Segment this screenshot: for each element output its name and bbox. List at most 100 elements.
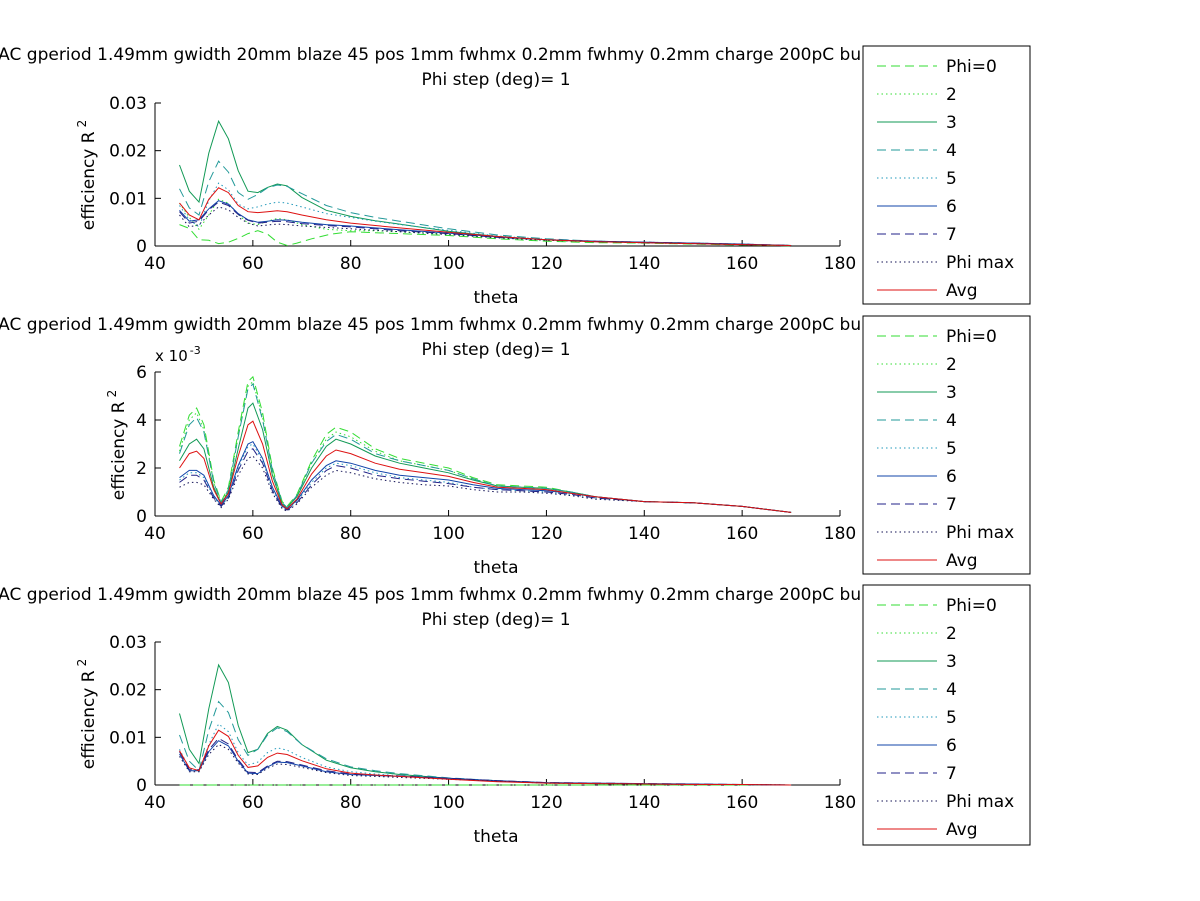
subplot-3-axes: 40 60 80 100 120 140 160 180 0 0.01 0.02 0.03: [109, 633, 856, 813]
legend-label: 4: [946, 141, 957, 161]
x-tick-label: 60: [242, 793, 264, 813]
y-tick-label: 0.01: [109, 728, 147, 748]
series-line-5: [179, 443, 792, 513]
subplot-3-title: LAC gperiod 1.49mm gwidth 20mm blaze 45 …: [0, 585, 1004, 605]
y-tick-label: 0: [136, 237, 147, 257]
x-tick-label: 140: [628, 254, 660, 274]
x-tick-label: 100: [432, 524, 464, 544]
subplot-2-multiplier-base: x 10: [155, 347, 188, 365]
subplot-2-legend-box: [862, 315, 1031, 575]
legend-label: Phi=0: [946, 57, 997, 77]
legend-label: 4: [946, 680, 957, 700]
subplot-1-axes: 40 60 80 100 120 140 160 180 0 0.01 0.02 0.03: [109, 94, 856, 274]
x-tick-label: 40: [144, 524, 166, 544]
subplot-2-xlabel: theta: [474, 558, 519, 578]
subplot-2-axes: 40 60 80 100 120 140 160 180 0 2 4 6: [136, 363, 856, 544]
subplot-3-ylabel: efficiency R 2: [75, 659, 99, 769]
y-tick-label: 0: [136, 776, 147, 796]
x-tick-label: 180: [824, 524, 856, 544]
subplot-3-ylabel-text: efficiency R: [79, 670, 99, 769]
legend-label: Phi max: [946, 792, 1014, 812]
series-line-1: [179, 224, 792, 247]
x-tick-label: 100: [432, 793, 464, 813]
x-tick-label: 120: [530, 793, 562, 813]
legend-label: Avg: [946, 551, 978, 571]
subplot-3-legend-box: [862, 584, 1031, 846]
series-line-4: [179, 383, 792, 513]
legend-label: 5: [946, 169, 957, 189]
subplot-3-ylabel-exponent: 2: [75, 659, 89, 667]
subplot-2-multiplier-exponent: -3: [190, 344, 201, 357]
x-tick-label: 40: [144, 254, 166, 274]
legend-label: Phi max: [946, 523, 1014, 543]
y-tick-label: 0.03: [109, 633, 147, 653]
y-tick-label: 4: [136, 411, 147, 431]
subplot-2-title: LAC gperiod 1.49mm gwidth 20mm blaze 45 …: [0, 315, 1004, 335]
legend-label: 7: [946, 764, 957, 784]
legend-label: 2: [946, 624, 957, 644]
x-tick-label: 40: [144, 793, 166, 813]
subplot-1-xlabel: theta: [474, 288, 519, 308]
legend-label: 4: [946, 411, 957, 431]
subplot-3-legend: Phi=0 2 3 4 5 6 7 Phi max Avg: [862, 584, 1031, 846]
series-line-2: [179, 198, 792, 246]
legend-label: 3: [946, 113, 957, 133]
subplot-2-ylabel-text: efficiency R: [109, 401, 129, 500]
y-tick-label: 0.02: [109, 142, 147, 162]
legend-label: 3: [946, 652, 957, 672]
x-tick-label: 140: [628, 793, 660, 813]
legend-label: Phi max: [946, 253, 1014, 273]
series-line-9: [179, 729, 792, 786]
subplot-2-legend: Phi=0 2 3 4 5 6 7 Phi max Avg: [862, 315, 1031, 575]
subplot-1-title: LAC gperiod 1.49mm gwidth 20mm blaze 45 …: [0, 45, 1004, 65]
x-tick-label: 120: [530, 524, 562, 544]
subplot-3-xlabel: theta: [474, 827, 519, 847]
legend-label: 2: [946, 355, 957, 375]
x-tick-label: 160: [726, 524, 758, 544]
subplot-2: LAC gperiod 1.49mm gwidth 20mm blaze 45 …: [0, 315, 1031, 578]
y-tick-label: 0.01: [109, 189, 147, 209]
subplot-2-ylabel-exponent: 2: [105, 390, 119, 398]
y-tick-label: 6: [136, 363, 147, 383]
series-line-7: [179, 448, 792, 513]
subplot-2-multiplier: x 10 -3: [155, 344, 201, 365]
legend-label: 6: [946, 736, 957, 756]
subplot-1-ylabel-text: efficiency R: [79, 131, 99, 230]
legend-label: 5: [946, 439, 957, 459]
legend-label: Phi=0: [946, 596, 997, 616]
legend-label: Avg: [946, 281, 978, 301]
legend-label: Phi=0: [946, 327, 997, 347]
legend-label: 6: [946, 467, 957, 487]
legend-label: 7: [946, 225, 957, 245]
subplot-1-legend-box: [862, 45, 1031, 305]
y-tick-label: 2: [136, 459, 147, 479]
legend-label: 5: [946, 708, 957, 728]
legend-label: 7: [946, 495, 957, 515]
x-tick-label: 80: [340, 524, 362, 544]
series-line-8: [179, 206, 792, 246]
subplot-2-subtitle: Phi step (deg)= 1: [421, 340, 570, 360]
subplot-1: LAC gperiod 1.49mm gwidth 20mm blaze 45 …: [0, 45, 1031, 308]
x-tick-label: 60: [242, 524, 264, 544]
x-tick-label: 100: [432, 254, 464, 274]
x-tick-label: 80: [340, 793, 362, 813]
x-tick-label: 180: [824, 793, 856, 813]
y-tick-label: 0.03: [109, 94, 147, 114]
y-tick-label: 0.02: [109, 681, 147, 701]
x-tick-label: 160: [726, 793, 758, 813]
subplot-3-subtitle: Phi step (deg)= 1: [421, 610, 570, 630]
subplot-1-ylabel: efficiency R 2: [75, 120, 99, 230]
series-line-9: [179, 420, 792, 513]
series-line-1: [179, 375, 792, 513]
x-tick-label: 120: [530, 254, 562, 274]
series-line-9: [179, 187, 792, 246]
subplot-1-legend: Phi=0 2 3 4 5 6 7 Phi max Avg: [862, 45, 1031, 305]
x-tick-label: 60: [242, 254, 264, 274]
legend-label: 6: [946, 197, 957, 217]
x-tick-label: 160: [726, 254, 758, 274]
x-tick-label: 180: [824, 254, 856, 274]
y-tick-label: 0: [136, 507, 147, 527]
legend-label: 3: [946, 383, 957, 403]
subplot-2-ylabel: efficiency R 2: [105, 390, 129, 500]
